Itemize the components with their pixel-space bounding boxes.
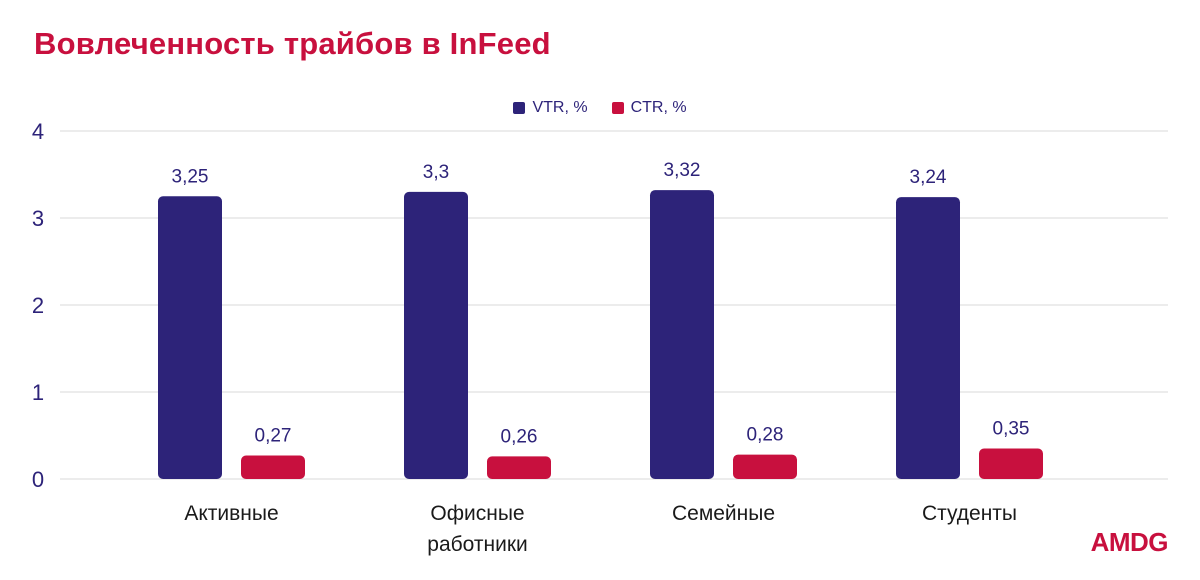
data-label: 3,3 <box>423 162 449 183</box>
chart-title: Вовлеченность трайбов в InFeed <box>34 26 551 61</box>
data-label: 3,25 <box>172 166 209 187</box>
y-tick-label: 1 <box>32 380 44 405</box>
legend-item-ctr: CTR, % <box>611 99 687 117</box>
x-tick-label: Студенты <box>922 502 1017 525</box>
data-label: 0,35 <box>993 419 1030 440</box>
data-label: 0,28 <box>747 425 784 446</box>
y-tick-label: 0 <box>32 467 44 492</box>
legend-label-vtr: VTR, % <box>532 99 588 116</box>
data-label: 3,32 <box>664 160 701 181</box>
legend-swatch-vtr <box>513 102 526 114</box>
bar <box>650 190 714 479</box>
x-tick-label: Офисные <box>430 502 524 525</box>
bar <box>487 456 551 479</box>
data-label: 3,24 <box>910 167 947 188</box>
amdg-logo: AMDG <box>1090 527 1169 557</box>
bar <box>733 454 797 479</box>
x-tick-label: Активные <box>184 502 278 525</box>
chart-legend: VTR, % CTR, % <box>0 99 1200 117</box>
y-tick-label: 2 <box>32 293 44 318</box>
bar <box>979 448 1043 479</box>
data-label: 0,26 <box>501 426 538 447</box>
x-tick-label: работники <box>427 533 527 556</box>
bar <box>158 196 222 479</box>
bar <box>241 455 305 479</box>
bar <box>404 191 468 479</box>
data-label: 0,27 <box>255 426 292 447</box>
y-tick-label: 4 <box>32 119 44 144</box>
bar <box>896 197 960 479</box>
legend-swatch-ctr <box>611 102 624 114</box>
x-tick-label: Семейные <box>672 502 775 525</box>
legend-label-ctr: CTR, % <box>630 99 687 116</box>
legend-item-vtr: VTR, % <box>513 99 588 117</box>
y-tick-label: 3 <box>32 206 44 231</box>
